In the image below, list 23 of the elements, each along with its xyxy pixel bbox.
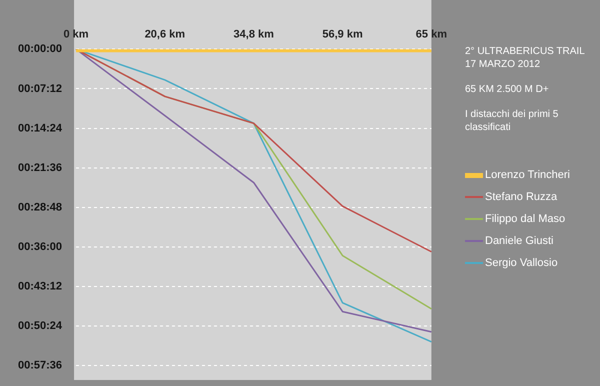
y-tick-label: 00:36:00 (18, 240, 62, 253)
y-tick-label: 00:57:36 (18, 359, 62, 372)
x-tick-label: 56,9 km (322, 28, 363, 41)
legend-label: Sergio Vallosio (485, 256, 558, 270)
y-tick-label: 00:50:24 (18, 320, 63, 332)
legend-label: Lorenzo Trincheri (485, 168, 570, 182)
y-tick-label: 00:43:12 (18, 280, 62, 292)
y-tick-label: 00:14:24 (18, 122, 63, 134)
legend-label: Filippo dal Maso (485, 212, 566, 226)
text: 65 KM 2.500 M D+ (465, 83, 550, 96)
y-tick-label: 00:28:48 (18, 201, 62, 214)
legend-label: Stefano Ruzza (485, 190, 558, 204)
y-tick-label: 00:00:00 (18, 43, 62, 56)
y-tick-label: 00:07:12 (18, 82, 62, 95)
x-tick-label: 20,6 km (144, 28, 186, 41)
text: 2° ULTRABERICUS TRAIL (465, 45, 586, 58)
legend-label: Daniele Giusti (485, 234, 554, 248)
x-tick-label: 34,8 km (234, 28, 274, 41)
text: 17 MARZO 2012 (465, 58, 542, 71)
text: I distacchi dei primi 5 classificati (465, 108, 560, 134)
x-tick-label: 65 km (416, 28, 448, 41)
x-tick-label: 0 km (63, 28, 89, 41)
y-tick-label: 00:21:36 (18, 162, 62, 174)
